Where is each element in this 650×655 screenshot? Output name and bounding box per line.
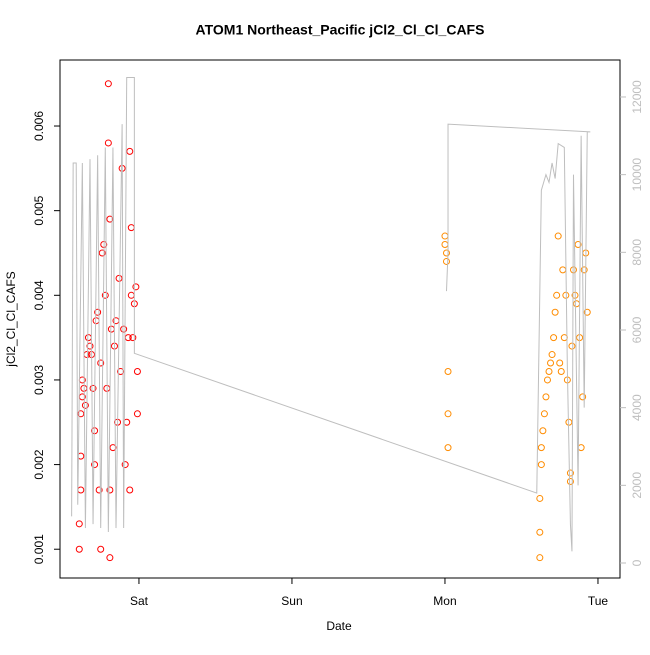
y2-tick-label: 12000: [630, 80, 644, 114]
point: [566, 478, 574, 486]
point: [537, 444, 545, 452]
y2-tick-label: 4000: [630, 394, 644, 421]
y2-tick-label: 10000: [630, 158, 644, 192]
point: [548, 351, 556, 359]
y-tick-label: 0.003: [32, 365, 46, 395]
y-axis-label: jCl2_Cl_Cl_CAFS: [4, 271, 18, 367]
point: [539, 427, 547, 435]
point: [543, 376, 551, 384]
point: [553, 291, 561, 299]
x-tick-label: Tue: [588, 594, 609, 608]
point: [442, 257, 450, 265]
point: [536, 494, 544, 502]
point: [536, 528, 544, 536]
x-tick-label: Mon: [433, 594, 456, 608]
point: [98, 249, 106, 257]
point: [91, 461, 99, 469]
point: [104, 80, 112, 88]
altitude-line: [71, 77, 591, 552]
point: [551, 308, 559, 316]
point: [554, 232, 562, 240]
point: [75, 545, 83, 553]
point: [81, 401, 89, 409]
point: [574, 241, 582, 249]
y-tick-label: 0.006: [32, 111, 46, 141]
point: [115, 274, 123, 282]
point: [89, 384, 97, 392]
point: [545, 367, 553, 375]
point: [86, 342, 94, 350]
y-tick-label: 0.005: [32, 195, 46, 225]
point: [550, 334, 558, 342]
point: [120, 325, 128, 333]
point: [536, 554, 544, 562]
point: [540, 410, 548, 418]
point: [121, 461, 129, 469]
point: [579, 393, 587, 401]
x-axis-label: Date: [326, 619, 352, 633]
y2-tick-label: 6000: [630, 316, 644, 343]
point: [101, 291, 109, 299]
point: [126, 147, 134, 155]
point: [95, 486, 103, 494]
point: [109, 444, 117, 452]
point: [106, 554, 114, 562]
point: [566, 469, 574, 477]
point: [444, 367, 452, 375]
plot-frame: [59, 59, 621, 579]
point: [442, 249, 450, 257]
point: [542, 393, 550, 401]
point: [97, 359, 105, 367]
point: [557, 367, 565, 375]
point: [132, 283, 140, 291]
point: [568, 342, 576, 350]
point: [75, 520, 83, 528]
point: [97, 545, 105, 553]
y2-tick-label: 8000: [630, 239, 644, 266]
point: [94, 308, 102, 316]
point: [106, 486, 114, 494]
point: [444, 410, 452, 418]
point: [547, 359, 555, 367]
point: [106, 215, 114, 223]
y-tick-label: 0.002: [32, 449, 46, 479]
point: [556, 359, 564, 367]
y2-tick-label: 2000: [630, 472, 644, 499]
chart-title: ATOM1 Northeast_Pacific jCl2_Cl_Cl_CAFS: [196, 22, 485, 38]
y-tick-label: 0.004: [32, 280, 46, 310]
point: [133, 367, 141, 375]
x-tick-label: Sun: [281, 594, 302, 608]
point: [580, 266, 588, 274]
point: [133, 410, 141, 418]
point: [583, 308, 591, 316]
x-tick-label: Sat: [130, 594, 149, 608]
point: [126, 486, 134, 494]
point: [537, 461, 545, 469]
y-tick-label: 0.001: [32, 534, 46, 564]
y2-tick-label: 0: [630, 559, 644, 566]
point: [444, 444, 452, 452]
point: [104, 139, 112, 147]
point: [129, 334, 137, 342]
point: [117, 367, 125, 375]
